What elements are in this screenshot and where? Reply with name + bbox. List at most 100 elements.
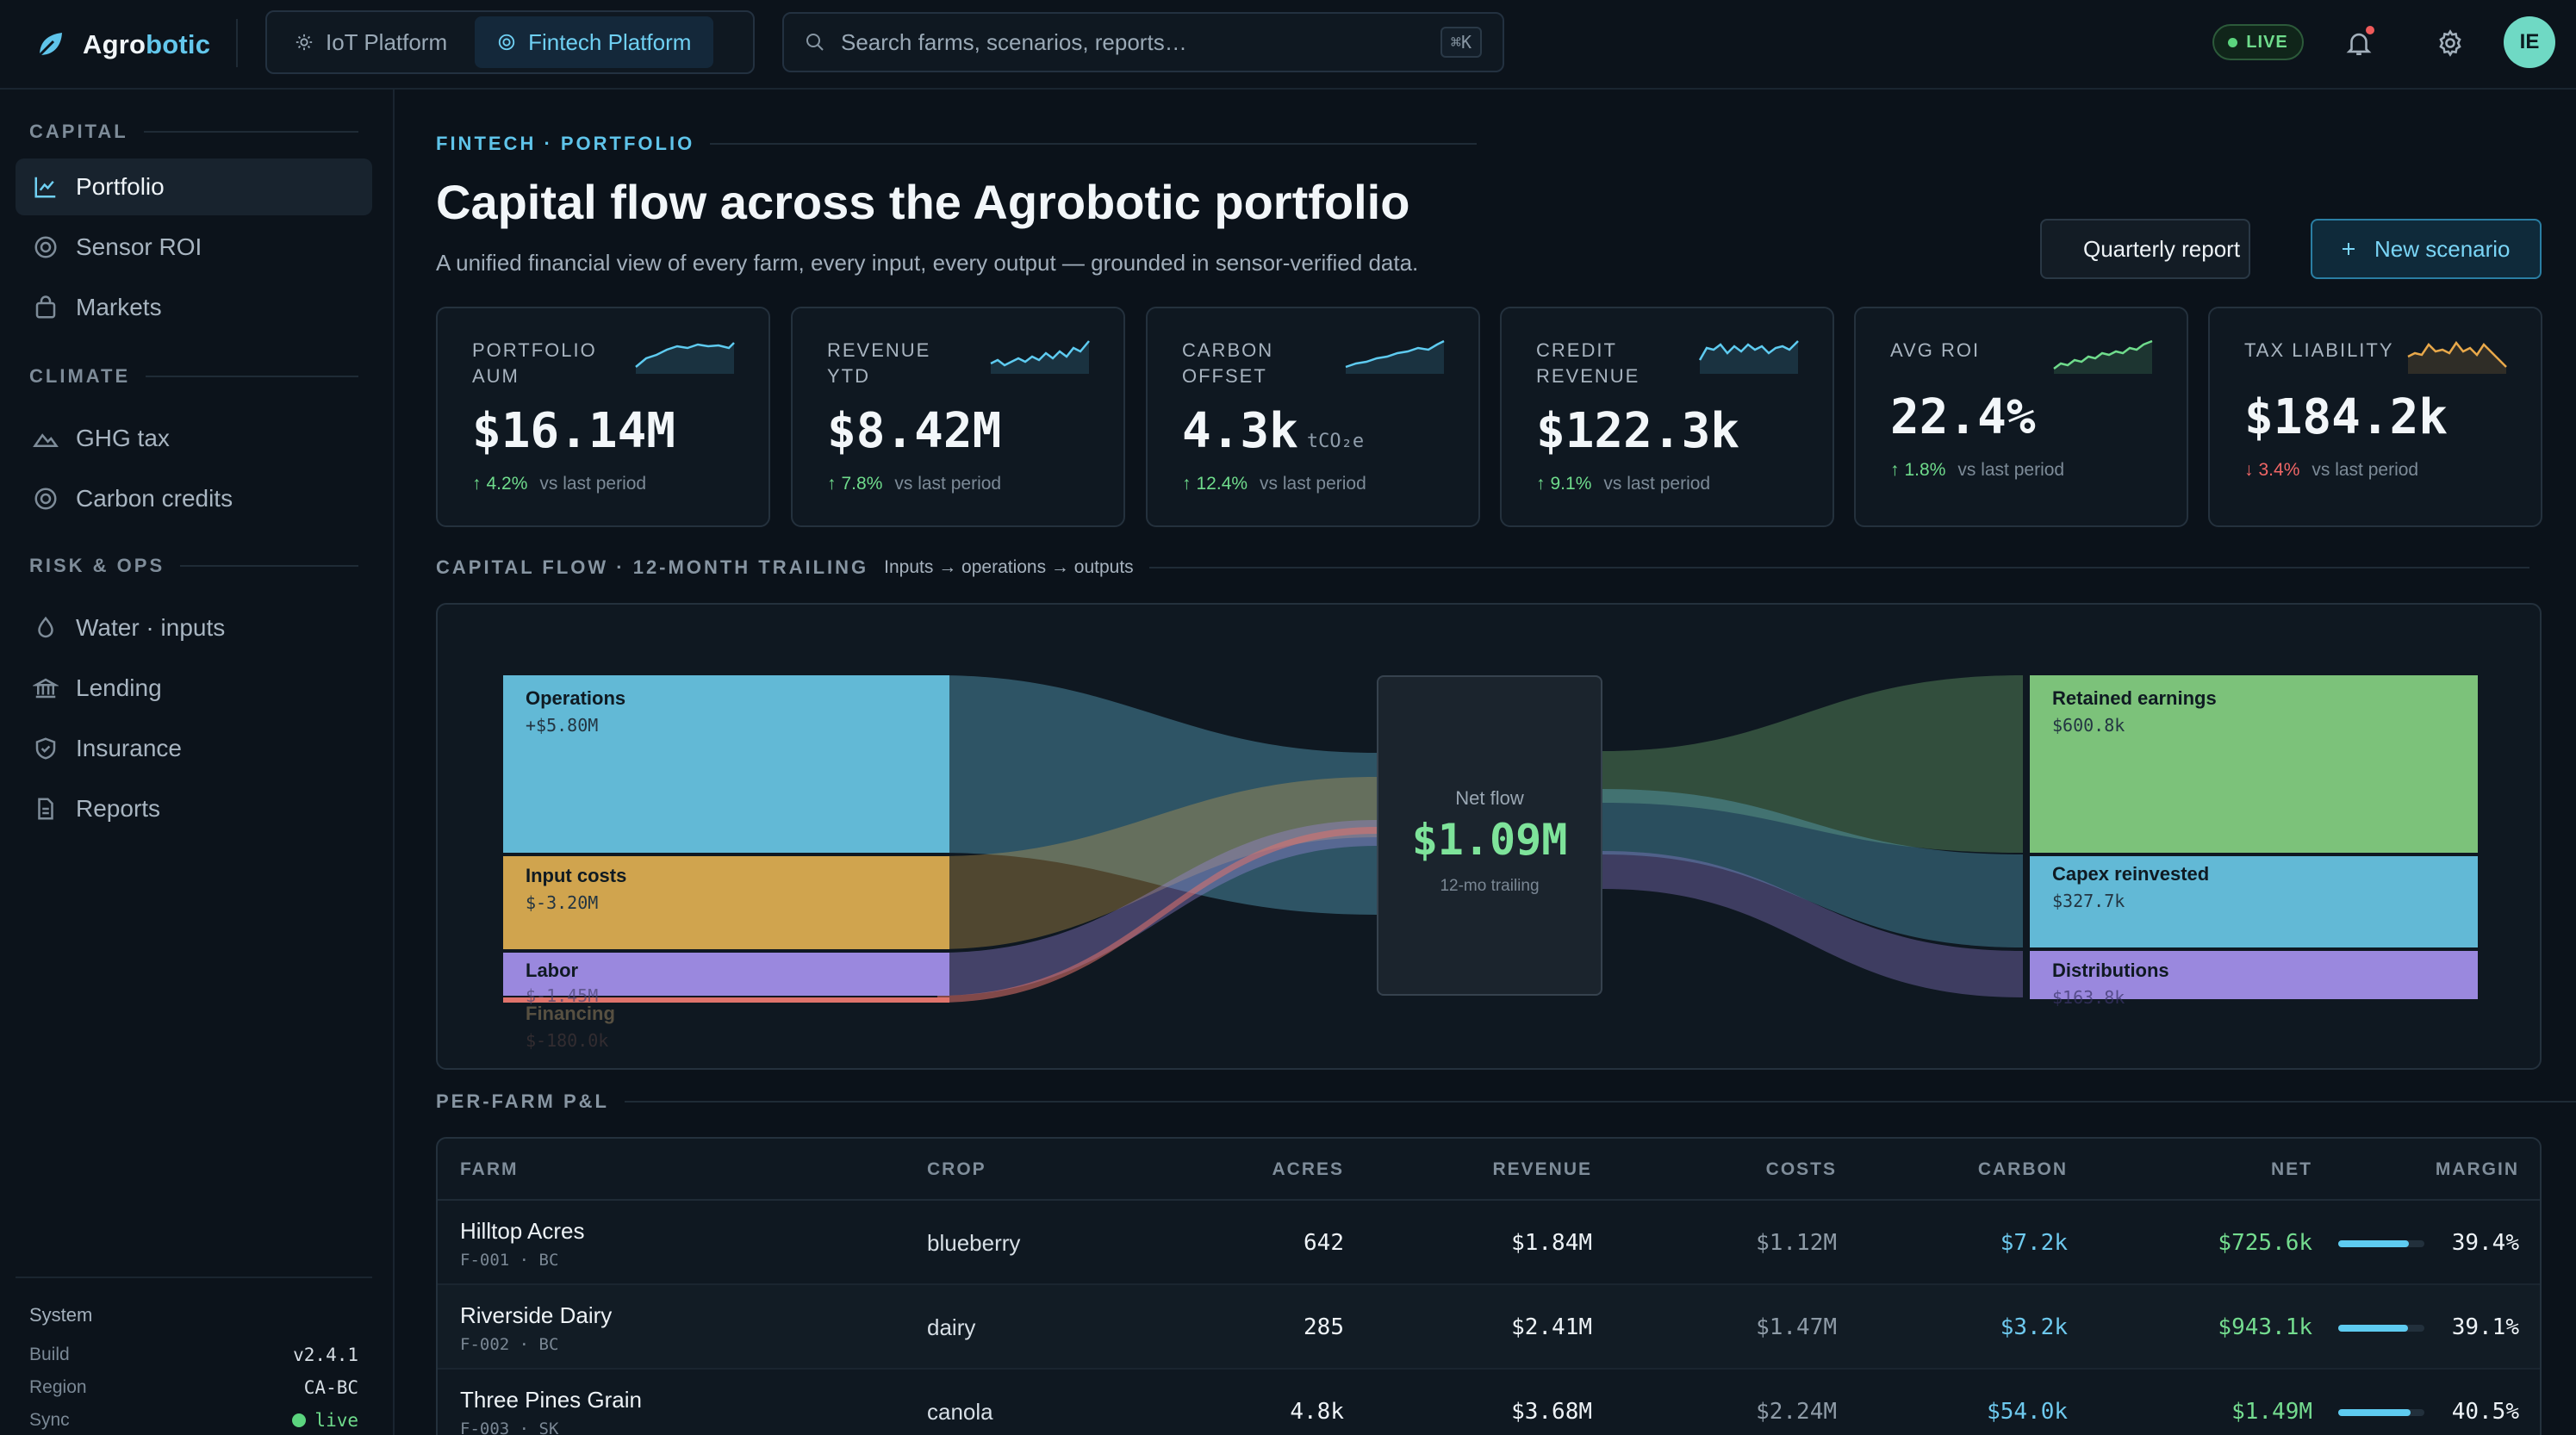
farm-acres: 4.8k bbox=[1290, 1399, 1344, 1425]
node-label: Input costs bbox=[526, 865, 627, 886]
kpi-value: 4.3k tCO₂e bbox=[1182, 403, 1365, 459]
sparkline-chart bbox=[2407, 340, 2507, 374]
kpi-card-tax-liability[interactable]: TAX LIABILITY $184.2k ↓ 3.4% vs last perio… bbox=[2208, 307, 2542, 527]
column-header-costs[interactable]: COSTS bbox=[1765, 1159, 1837, 1179]
farm-name: Hilltop Acres bbox=[460, 1218, 585, 1244]
node-value: $-1.45M bbox=[526, 985, 599, 1006]
kpi-card-avg-roi[interactable]: AVG ROI 22.4% ↑ 1.8% vs last period bbox=[1854, 307, 2188, 527]
sidebar-item-sensor-roi[interactable]: Sensor ROI bbox=[16, 219, 372, 276]
table-row[interactable]: Three Pines Grain F-003 · SK canola 4.8k… bbox=[438, 1370, 2540, 1435]
kpi-card-revenue-ytd[interactable]: REVENUE YTD $8.42M ↑ 7.8% vs last period bbox=[791, 307, 1125, 527]
kpi-delta: ↑ 9.1% vs last period bbox=[1536, 474, 1711, 494]
flow-band-capex bbox=[1602, 789, 2023, 947]
column-header-net[interactable]: NET bbox=[2271, 1159, 2312, 1179]
quarterly-report-button[interactable]: Quarterly report bbox=[2040, 219, 2250, 279]
sidebar-item-carbon-credits[interactable]: Carbon credits bbox=[16, 470, 372, 527]
brand[interactable]: Agrobotic bbox=[33, 26, 210, 64]
column-header-carbon[interactable]: CARBON bbox=[1977, 1159, 2068, 1179]
sidebar-group-capital: CAPITAL bbox=[29, 121, 358, 143]
node-value: +$5.80M bbox=[526, 715, 599, 736]
sparkline-chart bbox=[2053, 339, 2153, 374]
kpi-label: TAX LIABILITY bbox=[2244, 339, 2394, 361]
sidebar-item-insurance[interactable]: Insurance bbox=[16, 720, 372, 777]
kpi-card-carbon-offset[interactable]: CARBON OFFSET 4.3k tCO₂e ↑ 12.4% vs last pe… bbox=[1146, 307, 1480, 527]
notification-dot bbox=[2366, 26, 2374, 34]
platform-switcher: IoT Platform Fintech Platform bbox=[265, 10, 755, 74]
brand-name: Agrobotic bbox=[83, 29, 211, 59]
node-label: Operations bbox=[526, 687, 626, 709]
farm-costs: $2.24M bbox=[1756, 1399, 1837, 1425]
margin-bar-fill bbox=[2338, 1409, 2411, 1416]
farm-name: Riverside Dairy bbox=[460, 1302, 613, 1328]
margin-bar-fill bbox=[2338, 1325, 2409, 1332]
tab-iot-platform[interactable]: IoT Platform bbox=[272, 16, 470, 68]
farm-crop: canola bbox=[927, 1399, 993, 1425]
kpi-delta: ↑ 1.8% vs last period bbox=[1890, 460, 2065, 480]
sidebar-item-markets[interactable]: Markets bbox=[16, 279, 372, 336]
flow-band-distributions bbox=[1602, 851, 2023, 997]
column-header-margin[interactable]: MARGIN bbox=[2435, 1159, 2519, 1179]
net-flow-card: Net flow $1.09M 12-mo trailing bbox=[1377, 675, 1602, 996]
kpi-value: $8.42M bbox=[827, 403, 1002, 459]
user-avatar[interactable]: IE bbox=[2504, 16, 2555, 68]
flow-band-labor bbox=[937, 820, 1377, 996]
node-capex-reinvested bbox=[2030, 856, 2478, 947]
tab-label: IoT Platform bbox=[326, 28, 448, 55]
column-header-revenue[interactable]: REVENUE bbox=[1492, 1159, 1592, 1179]
kpi-card-portfolio-aum[interactable]: PORTFOLIO AUM $16.14M ↑ 4.2% vs last perio… bbox=[436, 307, 770, 527]
sparkline-chart bbox=[1698, 340, 1799, 374]
farm-costs: $1.47M bbox=[1756, 1314, 1837, 1340]
sidebar-group-climate: CLIMATE bbox=[29, 365, 358, 388]
tab-fintech-platform[interactable]: Fintech Platform bbox=[475, 16, 714, 68]
droplet-icon bbox=[38, 616, 53, 638]
column-header-acres[interactable]: ACRES bbox=[1272, 1159, 1344, 1179]
tab-label: Fintech Platform bbox=[528, 28, 692, 55]
new-scenario-button[interactable]: New scenario bbox=[2311, 219, 2542, 279]
search-input[interactable] bbox=[841, 28, 1425, 56]
farm-net: $943.1k bbox=[2218, 1314, 2312, 1340]
kpi-value: $122.3k bbox=[1536, 403, 1740, 459]
shortcut-hint: ⌘K bbox=[1440, 27, 1482, 58]
node-value: $163.8k bbox=[2052, 987, 2125, 1008]
node-operations bbox=[503, 675, 949, 853]
notifications-button[interactable] bbox=[2340, 24, 2378, 62]
kpi-card-credit-revenue[interactable]: CREDIT REVENUE $122.3k ↑ 9.1% vs last peri… bbox=[1500, 307, 1834, 527]
gear-icon bbox=[2439, 29, 2461, 57]
margin-bar bbox=[2338, 1325, 2424, 1332]
capital-flow-sankey: Operations +$5.80M Input costs $-3.20M L… bbox=[436, 603, 2542, 1070]
node-labor bbox=[503, 953, 949, 996]
farm-net: $725.6k bbox=[2218, 1230, 2312, 1256]
system-build-row: Build v2.4.1 bbox=[29, 1345, 358, 1365]
sidebar-item-lending[interactable]: Lending bbox=[16, 660, 372, 717]
table-row[interactable]: Riverside Dairy F-002 · BC dairy 285 $2.… bbox=[438, 1285, 2540, 1370]
sidebar-item-water-inputs[interactable]: Water · inputs bbox=[16, 599, 372, 656]
kpi-delta: ↑ 12.4% vs last period bbox=[1182, 474, 1366, 494]
table-row[interactable]: Hilltop Acres F-001 · BC blueberry 642 $… bbox=[438, 1201, 2540, 1285]
coin-icon bbox=[34, 488, 57, 510]
sidebar-item-reports[interactable]: Reports bbox=[16, 780, 372, 837]
flow-band-input-costs bbox=[937, 777, 1377, 949]
farm-margin: 39.1% bbox=[2451, 1314, 2519, 1340]
top-bar: Agrobotic IoT Platform Fintech Platform … bbox=[0, 0, 2576, 90]
column-header-crop[interactable]: CROP bbox=[927, 1159, 986, 1179]
node-label: Financing bbox=[526, 1003, 615, 1024]
node-value: $-3.20M bbox=[526, 892, 599, 913]
per-farm-pnl-table: FARM CROP ACRES REVENUE COSTS CARBON NET… bbox=[436, 1137, 2542, 1435]
target-icon bbox=[34, 236, 57, 258]
column-header-farm[interactable]: FARM bbox=[460, 1159, 519, 1179]
settings-button[interactable] bbox=[2431, 24, 2469, 62]
node-distributions bbox=[2030, 951, 2478, 999]
sidebar-item-ghg-tax[interactable]: GHG tax bbox=[16, 410, 372, 467]
arrow-up-icon: ↑ bbox=[827, 474, 837, 494]
live-status-badge: LIVE bbox=[2212, 24, 2304, 60]
system-sync-row: Sync live bbox=[29, 1410, 358, 1431]
farm-net: $1.49M bbox=[2231, 1399, 2312, 1425]
plus-icon bbox=[2343, 243, 2355, 255]
node-retained-earnings bbox=[2030, 675, 2478, 853]
node-input-costs bbox=[503, 856, 949, 949]
farm-crop: dairy bbox=[927, 1314, 976, 1340]
sidebar-item-portfolio[interactable]: Portfolio bbox=[16, 158, 372, 215]
arrow-up-icon: ↑ bbox=[1536, 474, 1546, 494]
farm-id: F-001 · BC bbox=[460, 1251, 559, 1270]
kpi-label: REVENUE YTD bbox=[827, 339, 931, 387]
